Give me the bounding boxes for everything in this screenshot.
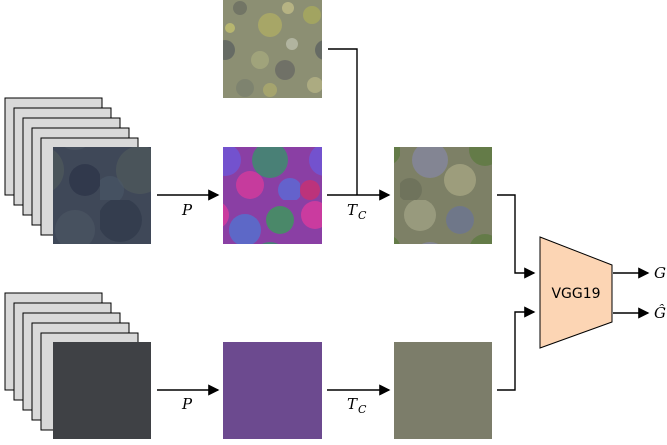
- tc-top-sub: C: [358, 209, 367, 222]
- tc-top-base: T: [347, 201, 358, 219]
- input-image-top: [53, 147, 151, 244]
- style-connector: [328, 48, 358, 195]
- vgg19-label: VGG19: [551, 286, 600, 302]
- tc-bottom-base: T: [347, 395, 358, 413]
- arrow-to-vgg-bottom: [497, 306, 536, 391]
- style-image: [223, 0, 322, 98]
- tc-bottom-sub: C: [358, 403, 367, 416]
- input-stack-top: [4, 97, 151, 244]
- transfer-image-bottom: [394, 342, 492, 439]
- vgg19-network: [539, 236, 613, 349]
- transfer-image-top: [394, 147, 492, 244]
- label-p-bottom: P: [181, 395, 193, 413]
- input-stack-bottom: [4, 292, 151, 439]
- label-tc-bottom: T C: [347, 395, 367, 416]
- arrow-to-vgg-top: [497, 194, 536, 279]
- pca-image-top: [223, 147, 322, 244]
- output-g: G: [654, 264, 666, 282]
- label-tc-top: T C: [347, 201, 367, 222]
- output-g-hat: Ĝ: [654, 304, 666, 322]
- label-p-top: P: [181, 201, 193, 219]
- pca-image-bottom: [223, 342, 322, 439]
- input-image-bottom: [53, 342, 151, 439]
